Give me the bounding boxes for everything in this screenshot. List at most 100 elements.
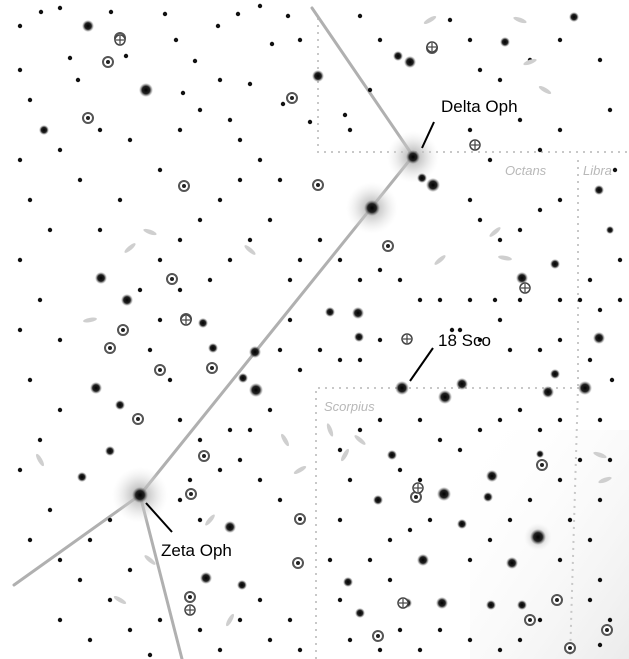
star [557,417,563,423]
star [37,297,43,303]
star [537,347,543,353]
galaxy [205,514,215,526]
star [127,627,133,633]
star [57,617,63,623]
star [537,427,543,433]
delta-oph-pointer [421,121,435,149]
variable-star [166,273,178,285]
double-star [426,41,438,53]
label-zeta-oph[interactable]: Zeta Oph [161,541,232,560]
star [97,127,103,133]
star [477,217,483,223]
star [397,467,403,473]
star [57,557,63,563]
star [177,237,183,243]
star [483,492,493,502]
star [597,57,603,63]
star [57,407,63,413]
label-18-sco[interactable]: 18 Sco [438,331,491,350]
label-delta-oph[interactable]: Delta Oph [441,97,518,116]
star [224,521,236,533]
star [417,417,423,423]
star [157,317,163,323]
star [447,17,453,23]
star [477,427,483,433]
star [87,537,93,543]
star [407,527,413,533]
galaxy [598,476,612,484]
star [27,377,33,383]
star [312,70,324,82]
star [587,357,593,363]
star [387,450,397,460]
star [364,200,380,216]
star [287,277,293,283]
star [90,382,102,394]
constellation-label-scorpius: Scorpius [324,399,375,414]
variable-star [104,342,116,354]
star [347,477,353,483]
star [557,127,563,133]
star [197,437,203,443]
star [467,297,473,303]
star [387,537,393,543]
star [139,83,153,97]
star [557,477,563,483]
star [417,297,423,303]
star [367,87,373,93]
star [406,150,420,164]
star [393,51,403,61]
label-pointers [145,121,435,533]
star [247,237,253,243]
star [162,11,168,17]
star [417,554,429,566]
sco-18-pointer [409,347,434,382]
variable-star [382,240,394,252]
star [437,627,443,633]
star [342,112,348,118]
star [267,407,273,413]
star [38,9,44,15]
line-delta-top [310,6,415,158]
star [347,637,353,643]
star [47,507,53,513]
star [557,297,563,303]
star [467,197,473,203]
star [587,537,593,543]
star [17,23,23,29]
star [238,373,248,383]
star [357,427,363,433]
double-star [412,482,424,494]
star [192,58,198,64]
star [208,343,218,353]
star [317,347,323,353]
variable-star [184,591,196,603]
galaxy [341,448,349,462]
star [607,457,613,463]
star [517,407,523,413]
star [517,227,523,233]
star [404,56,416,68]
star [297,647,303,653]
star [542,386,554,398]
star [37,437,43,443]
star [557,557,563,563]
star [557,197,563,203]
star [237,457,243,463]
star [147,347,153,353]
star [257,477,263,483]
star [277,347,283,353]
star [537,207,543,213]
star [277,497,283,503]
variable-star [601,624,613,636]
star [536,450,544,458]
star [257,3,263,9]
star [280,101,286,107]
star [517,600,527,610]
star [173,37,179,43]
star [557,37,563,43]
star [95,272,107,284]
star [257,157,263,163]
